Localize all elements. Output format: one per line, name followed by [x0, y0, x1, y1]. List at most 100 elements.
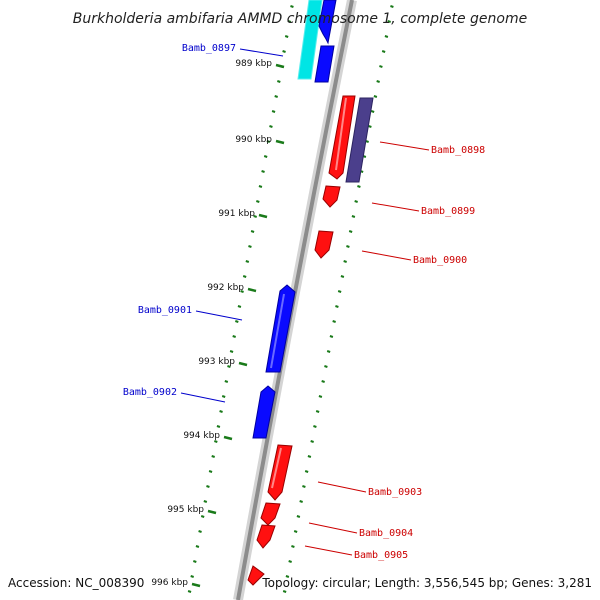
gene-glyph-bamb-0897-a [318, 0, 337, 45]
tick-label-3: 991 kbp [218, 209, 255, 219]
inner-tick-dot [195, 545, 200, 548]
cyan-feature [297, 0, 323, 80]
leader-bamb-0897 [239, 48, 284, 57]
inner-tick-dot [250, 230, 255, 233]
outer-tick-dot [373, 95, 378, 98]
gene-label-bamb-0898: Bamb_0898 [431, 145, 485, 156]
inner-tick-dot [237, 305, 242, 308]
major-tick [275, 63, 285, 69]
outer-tick-dot [310, 440, 314, 443]
inner-tick-dot [229, 350, 234, 353]
tick-ring [187, 5, 394, 593]
gene-glyph-bamb-0902 [252, 385, 276, 439]
gene-glyph-bamb-0899 [322, 185, 341, 208]
leader-bamb-0905 [304, 545, 353, 556]
outer-tick-dot [302, 485, 306, 488]
inner-tick-dot [263, 155, 268, 158]
outer-tick-dot [307, 455, 312, 458]
outer-tick-dot [346, 245, 350, 248]
inner-tick-dot [290, 5, 294, 8]
major-tick [258, 213, 268, 219]
gene-glyph-bamb-0904 [260, 502, 281, 526]
tick-label-6: 994 kbp [183, 431, 220, 441]
feature-layer [247, 0, 374, 586]
inner-tick-dot [211, 455, 216, 458]
inner-tick-dot [190, 575, 195, 578]
outer-tick-dot [313, 425, 317, 428]
outer-tick-dot [288, 560, 292, 563]
inner-tick-dot [227, 365, 231, 368]
tick-label-1: 989 kbp [235, 59, 272, 69]
inner-tick-dot [200, 515, 205, 518]
gene-glyph-bamb-0903 [267, 444, 293, 501]
outer-tick-dot [340, 275, 345, 278]
leader-bamb-0901 [195, 310, 243, 321]
inner-tick-dot [221, 395, 226, 398]
inner-tick-dot [203, 500, 208, 503]
inner-tick-dot [193, 560, 197, 563]
inner-tick-dot [187, 590, 192, 593]
outer-tick-dot [324, 365, 328, 368]
outer-tick-dot [343, 260, 347, 263]
inner-tick-dot [235, 320, 239, 323]
outer-tick-dot [384, 35, 389, 38]
inner-tick-dot [245, 260, 250, 263]
outer-tick-dot [390, 5, 394, 8]
outer-tick-dot [293, 530, 298, 533]
gene-label-bamb-0900: Bamb_0900 [413, 255, 467, 266]
inner-tick-dot [261, 170, 265, 173]
leader-bamb-0899 [371, 202, 420, 212]
gene-glyph-bamb-0905 [256, 524, 276, 549]
tick-label-7: 995 kbp [167, 505, 204, 515]
gene-label-bamb-0899: Bamb_0899 [421, 206, 475, 217]
major-tick [247, 287, 257, 293]
inner-tick-dot [214, 440, 218, 443]
major-tick [275, 139, 285, 145]
glyph-highlight [335, 97, 347, 171]
outer-tick-dot [370, 110, 375, 113]
inner-tick-dot [208, 470, 213, 473]
gene-label-bamb-0904: Bamb_0904 [359, 528, 413, 539]
leader-bamb-0904 [308, 522, 358, 534]
outer-tick-dot [326, 350, 331, 353]
outer-tick-dot [296, 515, 301, 518]
outer-tick-dot [368, 125, 372, 128]
leader-bamb-0898 [379, 141, 430, 151]
outer-tick-dot [285, 575, 290, 578]
backbone [233, 0, 357, 600]
summary-text: Topology: circular; Length: 3,556,545 bp… [261, 576, 592, 590]
glyph-highlight [270, 293, 285, 369]
inner-tick-dot [242, 275, 247, 278]
map-title: Burkholderia ambifaria AMMD chromosome 1… [73, 11, 527, 27]
inner-tick-dot [232, 335, 237, 338]
inner-tick-dot [277, 80, 281, 83]
tick-layer: 989 kbp 990 kbp 991 kbp 992 kbp 993 kbp 994 k… [151, 59, 285, 588]
outer-tick-dot [332, 320, 336, 323]
outer-tick-dot [335, 305, 339, 308]
outer-tick-dot [379, 65, 383, 68]
inner-tick-dot [287, 20, 292, 23]
inner-tick-dot [284, 35, 289, 38]
major-tick [223, 435, 233, 441]
glyph-highlight [271, 447, 282, 489]
outer-tick-dot [315, 410, 320, 413]
inner-tick-dot [258, 185, 263, 188]
inner-tick-dot [282, 50, 286, 53]
outer-tick-dot [376, 80, 380, 83]
gene-glyph-partial [247, 565, 265, 586]
inner-tick-dot [224, 380, 229, 383]
gene-glyph-bamb-0900 [314, 230, 334, 259]
outer-tick-dot [318, 395, 323, 398]
outer-tick-dot [381, 50, 386, 53]
tick-label-4: 992 kbp [207, 283, 244, 293]
inner-tick-dot [206, 485, 210, 488]
inner-tick-dot [198, 530, 202, 533]
major-tick [207, 509, 217, 515]
label-layer: Bamb_0897 Bamb_0898 Bamb_0899 Bamb_0900 Bamb… [123, 43, 485, 561]
inner-tick-dot [216, 425, 221, 428]
outer-tick-dot [291, 545, 295, 548]
gene-label-bamb-0903: Bamb_0903 [368, 487, 422, 498]
inner-tick-dot [271, 110, 276, 113]
